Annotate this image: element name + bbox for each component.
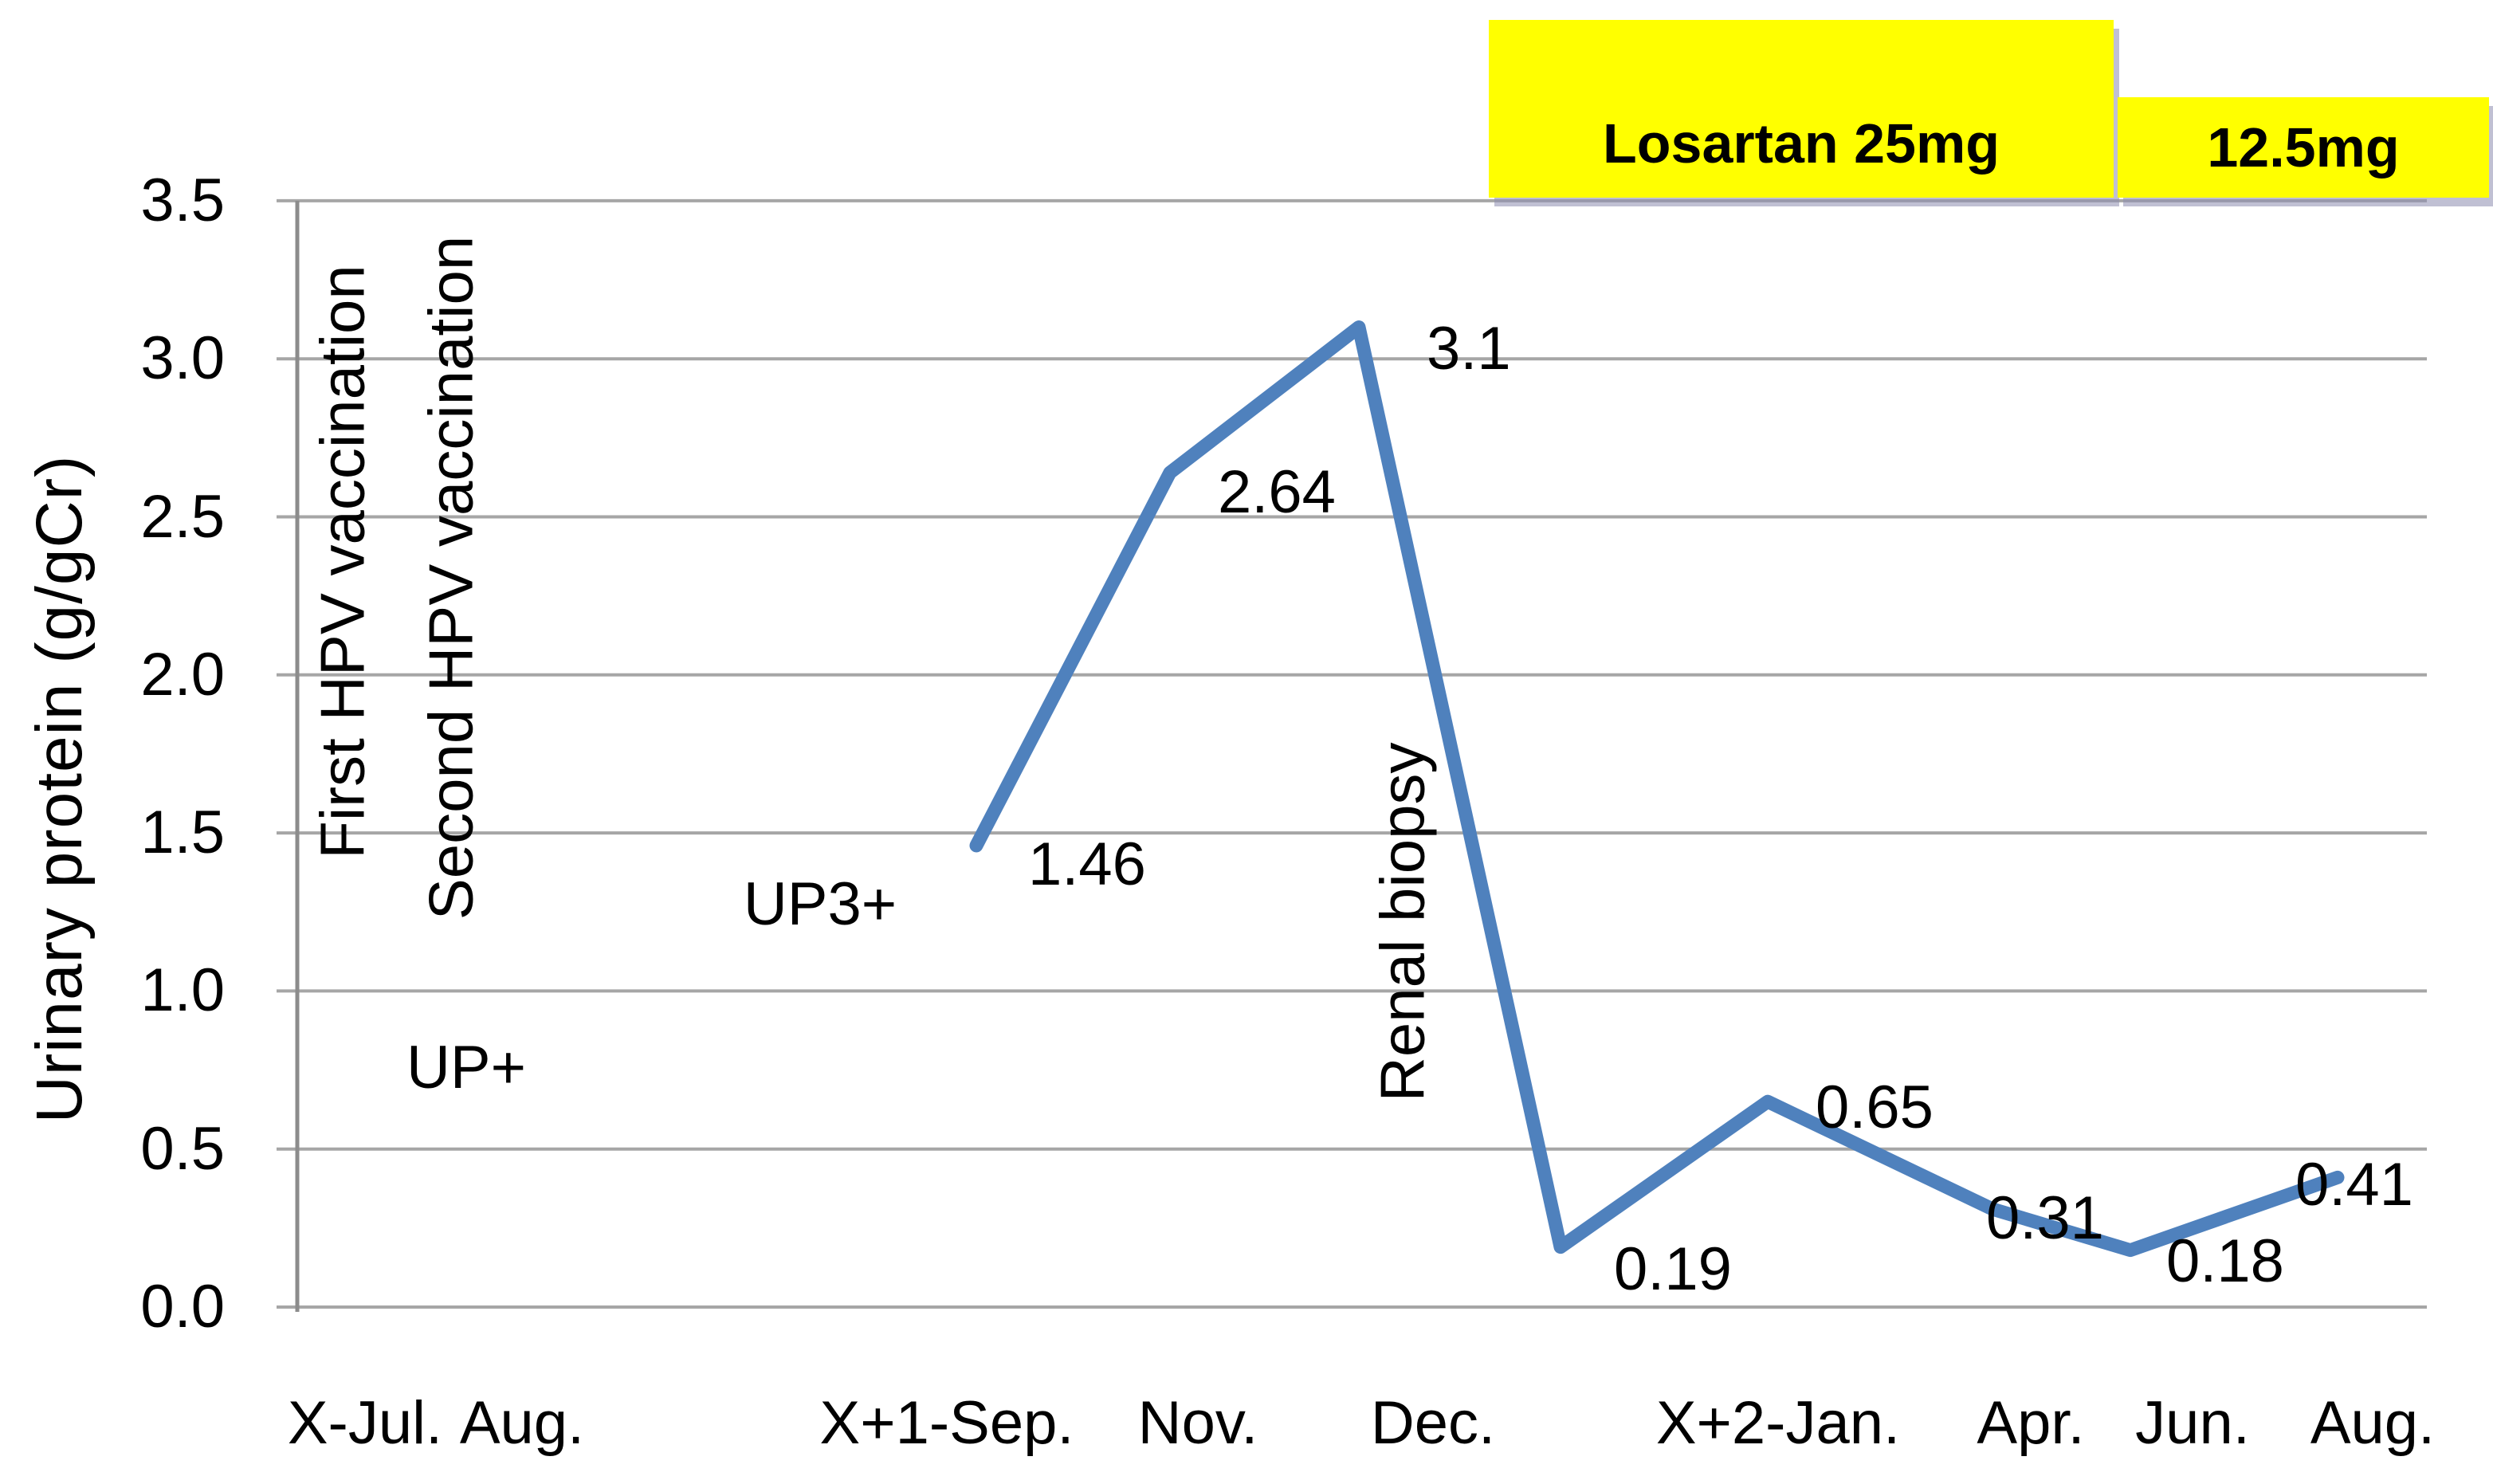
data-point-label: 0.18 — [2166, 1227, 2284, 1296]
x-tick-label: Dec. — [1370, 1389, 1496, 1458]
y-tick-label: 0.0 — [140, 1273, 225, 1341]
data-point-label: 1.46 — [1028, 830, 1146, 899]
y-axis-title: Urinary protein (g/gCr) — [23, 454, 96, 1124]
urinary-protein-series-line — [969, 320, 2345, 1258]
medication-box-12-5mg: 12.5mg — [2118, 97, 2489, 198]
x-tick-label: Apr. — [1977, 1389, 2085, 1458]
data-point-label: 0.65 — [1816, 1074, 1934, 1142]
y-tick-label: 3.0 — [140, 324, 225, 393]
annotation-renal-biopsy: Renal biopsy — [1367, 742, 1438, 1102]
x-tick-label: Nov. — [1137, 1389, 1258, 1458]
y-tick-label: 0.5 — [140, 1114, 225, 1183]
y-tick-label: 3.5 — [140, 167, 225, 235]
y-tick-label: 2.5 — [140, 482, 225, 551]
x-tick-label: Aug. — [459, 1389, 585, 1458]
x-tick-label: Jun. — [2135, 1389, 2250, 1458]
x-tick-label: X+1-Sep. — [819, 1389, 1074, 1458]
medication-box-label: 12.5mg — [2207, 116, 2400, 179]
medication-box-label: Losartan 25mg — [1603, 112, 2000, 175]
medication-box-losartan-25mg: Losartan 25mg — [1489, 20, 2114, 198]
annotation-up3-: UP3+ — [743, 870, 897, 939]
data-point-label: 0.19 — [1614, 1235, 1732, 1304]
annotation-up-: UP+ — [406, 1034, 526, 1102]
data-point-label: 3.1 — [1427, 315, 1511, 383]
y-tick-label: 1.0 — [140, 956, 225, 1025]
x-tick-label: Aug. — [2310, 1389, 2436, 1458]
y-tick-label: 1.5 — [140, 799, 225, 867]
annotation-first-hpv-vaccination: First HPV vaccination — [307, 265, 378, 859]
data-point-label: 2.64 — [1218, 458, 1336, 527]
data-point-label: 0.41 — [2295, 1151, 2413, 1219]
x-tick-label: X-Jul. — [287, 1389, 443, 1458]
data-point-label: 0.31 — [1986, 1184, 2104, 1253]
annotation-second-hpv-vaccination: Second HPV vaccination — [415, 235, 486, 921]
y-tick-label: 2.0 — [140, 641, 225, 709]
x-tick-label: X+2-Jan. — [1655, 1389, 1901, 1458]
